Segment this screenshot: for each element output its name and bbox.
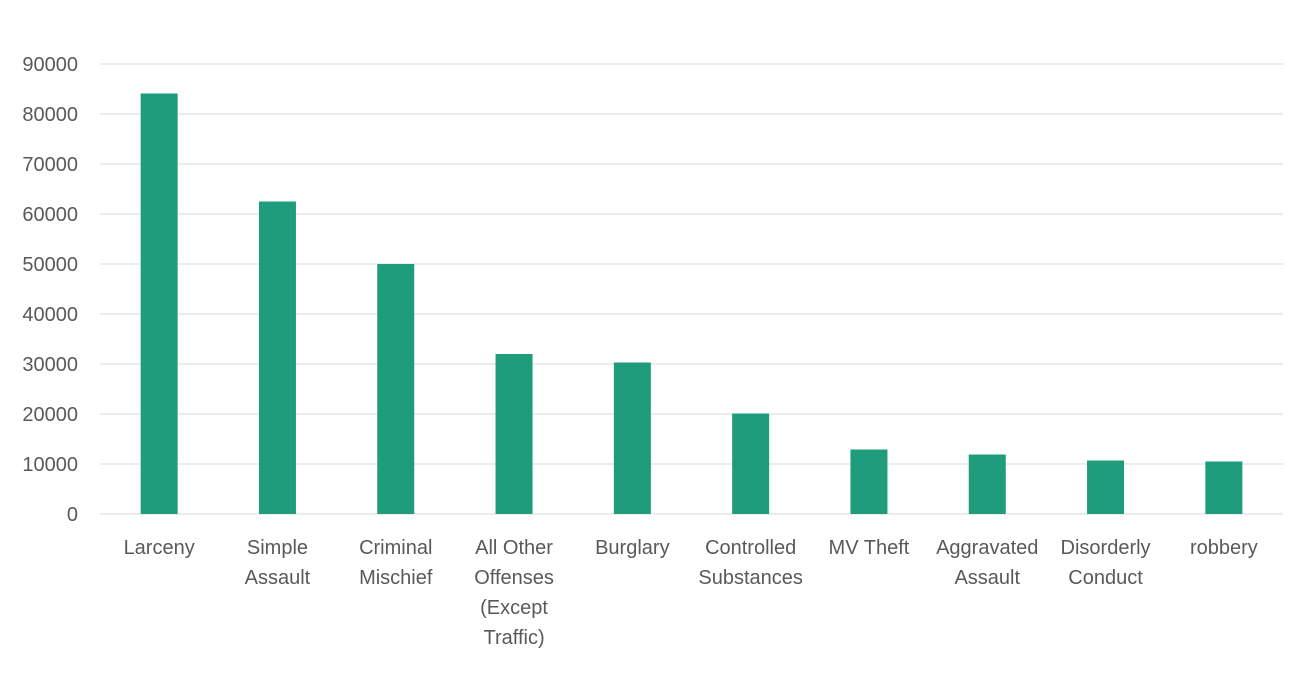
y-tick-label: 0 <box>67 504 78 526</box>
x-category-label: Disorderly Conduct <box>1061 537 1151 589</box>
x-category-label: Criminal Mischief <box>359 537 433 589</box>
bar <box>850 449 888 514</box>
x-category-label: Aggravated Assault <box>936 537 1038 589</box>
x-category-label: All Other Offenses (Except Traffic) <box>474 537 554 649</box>
y-tick-label: 10000 <box>22 454 78 476</box>
bar <box>258 201 296 514</box>
bar <box>495 354 533 514</box>
x-category-label: Simple Assault <box>245 537 311 589</box>
bar <box>1087 460 1125 514</box>
x-axis-labels: Larceny Simple Assault Criminal Mischief All … <box>124 537 1258 649</box>
y-tick-label: 90000 <box>22 54 78 76</box>
bar <box>968 454 1006 514</box>
y-axis-ticks: 0 10000 20000 30000 40000 50000 60000 70000 8000… <box>22 54 78 526</box>
bar <box>1205 461 1243 514</box>
x-category-label: Burglary <box>595 537 669 559</box>
bar <box>140 93 178 514</box>
y-tick-label: 80000 <box>22 104 78 126</box>
x-category-label: Controlled Substances <box>698 537 803 589</box>
bar <box>732 413 770 514</box>
y-tick-label: 40000 <box>22 304 78 326</box>
x-category-label: robbery <box>1190 537 1258 559</box>
x-category-label: MV Theft <box>829 537 910 559</box>
y-tick-label: 50000 <box>22 254 78 276</box>
bars <box>140 93 1243 514</box>
y-tick-label: 20000 <box>22 404 78 426</box>
x-category-label: Larceny <box>124 537 195 559</box>
y-tick-label: 70000 <box>22 154 78 176</box>
y-tick-label: 30000 <box>22 354 78 376</box>
bar <box>377 264 415 514</box>
bar <box>613 362 651 514</box>
gridlines <box>100 63 1283 515</box>
y-tick-label: 60000 <box>22 204 78 226</box>
